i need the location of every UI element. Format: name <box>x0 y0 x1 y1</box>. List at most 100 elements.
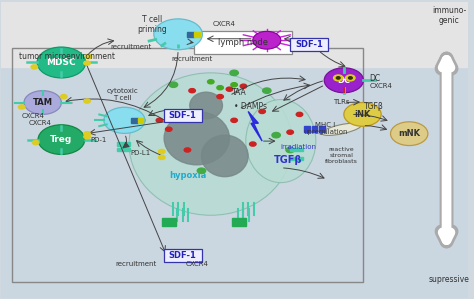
Text: CXCR4: CXCR4 <box>370 83 392 89</box>
Text: PD-L1: PD-L1 <box>131 150 151 156</box>
Ellipse shape <box>322 123 361 135</box>
Bar <box>118 148 130 152</box>
Circle shape <box>169 82 178 87</box>
Circle shape <box>217 94 223 99</box>
Text: cytotoxic
T cell: cytotoxic T cell <box>106 88 138 101</box>
Text: hypoxia: hypoxia <box>169 171 206 180</box>
Circle shape <box>226 87 233 91</box>
Text: CXCR4: CXCR4 <box>185 261 208 267</box>
Bar <box>162 218 176 226</box>
Text: immuno-
genic: immuno- genic <box>432 6 466 25</box>
Text: recruitment: recruitment <box>116 261 157 267</box>
Circle shape <box>324 68 364 93</box>
FancyBboxPatch shape <box>194 31 292 54</box>
Circle shape <box>334 75 343 81</box>
Circle shape <box>296 112 303 117</box>
Bar <box>304 126 310 132</box>
Text: irradiation: irradiation <box>281 144 317 150</box>
Circle shape <box>31 65 37 69</box>
Circle shape <box>137 118 145 123</box>
Polygon shape <box>248 112 262 141</box>
Text: TGFβ: TGFβ <box>365 103 384 112</box>
Text: • DAMPs: • DAMPs <box>234 102 267 111</box>
Text: TLRs: TLRs <box>333 99 350 105</box>
Circle shape <box>346 75 355 81</box>
Text: supressive: supressive <box>428 274 469 283</box>
Circle shape <box>348 77 352 79</box>
Circle shape <box>32 141 39 145</box>
Circle shape <box>84 135 91 139</box>
Bar <box>194 32 200 37</box>
Bar <box>290 148 303 152</box>
Text: CXCR4: CXCR4 <box>213 21 236 27</box>
Circle shape <box>38 125 85 155</box>
Text: SDF-1: SDF-1 <box>295 40 323 49</box>
Ellipse shape <box>164 112 229 165</box>
Text: mNK: mNK <box>398 129 420 138</box>
Ellipse shape <box>129 73 292 215</box>
Circle shape <box>337 77 340 79</box>
Bar <box>311 126 317 132</box>
Ellipse shape <box>246 100 316 183</box>
Ellipse shape <box>201 135 248 177</box>
Circle shape <box>259 109 265 114</box>
Text: lymph node: lymph node <box>219 38 268 47</box>
Circle shape <box>189 89 195 93</box>
Bar <box>232 218 246 226</box>
Circle shape <box>154 19 202 50</box>
Bar <box>290 157 303 160</box>
Circle shape <box>84 99 91 103</box>
Text: T cell
priming: T cell priming <box>137 15 167 34</box>
Bar <box>186 32 194 37</box>
Circle shape <box>61 94 67 99</box>
Text: SDF-1: SDF-1 <box>169 251 197 260</box>
Text: Treg: Treg <box>50 135 73 144</box>
Circle shape <box>158 150 165 154</box>
Text: reactive
stromal
fibroblasts: reactive stromal fibroblasts <box>325 147 358 164</box>
Circle shape <box>24 91 62 115</box>
Text: SDF-1: SDF-1 <box>169 112 197 120</box>
Circle shape <box>37 47 86 78</box>
Circle shape <box>230 70 238 76</box>
Circle shape <box>104 107 145 133</box>
Circle shape <box>231 83 237 87</box>
Bar <box>131 118 138 123</box>
Circle shape <box>286 147 294 153</box>
Circle shape <box>253 31 281 49</box>
Circle shape <box>391 122 428 146</box>
Bar <box>0 2 467 67</box>
FancyBboxPatch shape <box>164 109 201 122</box>
Text: tumor microenvironment: tumor microenvironment <box>19 52 115 61</box>
Circle shape <box>231 118 237 122</box>
Circle shape <box>217 86 223 90</box>
Circle shape <box>344 103 381 126</box>
Text: recruitment: recruitment <box>172 56 213 62</box>
Text: PD-1: PD-1 <box>91 137 107 143</box>
Circle shape <box>263 88 271 93</box>
Text: TAA: TAA <box>232 88 246 97</box>
Text: recruitment: recruitment <box>111 44 152 50</box>
Ellipse shape <box>190 92 222 119</box>
Text: CXCR4: CXCR4 <box>29 120 52 126</box>
Bar <box>138 118 143 123</box>
Circle shape <box>208 80 214 84</box>
FancyBboxPatch shape <box>164 249 201 262</box>
Circle shape <box>184 148 191 152</box>
Circle shape <box>84 61 91 65</box>
Circle shape <box>197 168 206 173</box>
Bar <box>319 126 325 132</box>
Circle shape <box>18 105 25 109</box>
Bar <box>118 142 130 146</box>
FancyBboxPatch shape <box>290 38 328 51</box>
Text: CXCR4: CXCR4 <box>22 113 45 119</box>
Text: iNK: iNK <box>355 110 371 119</box>
Text: MDSC: MDSC <box>46 58 76 67</box>
Text: MHC I
upregulation: MHC I upregulation <box>303 122 347 135</box>
Text: DC: DC <box>370 74 381 83</box>
Circle shape <box>249 142 256 146</box>
Circle shape <box>85 54 92 59</box>
Text: DC: DC <box>337 76 350 85</box>
Circle shape <box>287 130 293 134</box>
Circle shape <box>156 118 163 122</box>
Circle shape <box>158 155 165 159</box>
